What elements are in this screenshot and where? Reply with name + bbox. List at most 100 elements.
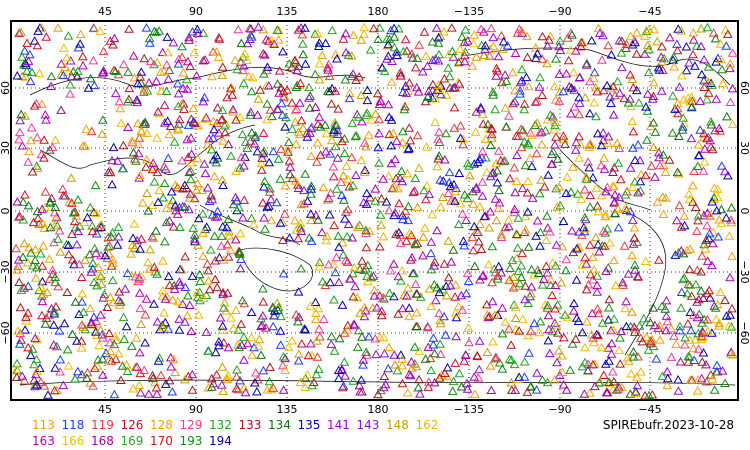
- observation-marker: [199, 159, 210, 168]
- observation-marker: [458, 134, 469, 143]
- observation-marker: [607, 366, 618, 376]
- observation-marker: [403, 283, 413, 292]
- observation-marker: [588, 359, 598, 369]
- observation-marker: [384, 129, 395, 139]
- observation-marker: [170, 180, 181, 189]
- observation-marker: [676, 303, 686, 312]
- observation-marker: [186, 149, 197, 158]
- observation-marker: [621, 296, 631, 306]
- observation-marker: [688, 310, 699, 319]
- observation-marker: [167, 386, 178, 396]
- observation-marker: [510, 85, 520, 95]
- observation-marker: [105, 36, 116, 45]
- observation-marker: [629, 323, 640, 333]
- observation-marker: [483, 259, 494, 269]
- observation-marker: [385, 265, 396, 275]
- observation-marker: [203, 382, 214, 392]
- observation-marker: [603, 315, 614, 324]
- observation-marker: [584, 162, 595, 172]
- observation-marker: [445, 280, 456, 290]
- observation-points: [11, 22, 738, 400]
- observation-marker: [189, 47, 200, 57]
- observation-marker: [156, 370, 166, 379]
- observation-marker: [121, 321, 132, 331]
- observation-marker: [325, 277, 336, 287]
- observation-marker: [411, 361, 422, 371]
- observation-marker: [698, 347, 709, 357]
- observation-marker: [61, 239, 72, 249]
- observation-marker: [321, 146, 331, 156]
- observation-marker: [500, 317, 511, 326]
- observation-marker: [218, 386, 229, 395]
- observation-marker: [369, 285, 380, 295]
- observation-marker: [679, 211, 690, 220]
- observation-marker: [720, 295, 730, 305]
- observation-marker: [373, 389, 383, 399]
- observation-marker: [458, 236, 469, 245]
- observation-marker: [409, 186, 420, 195]
- observation-marker: [714, 214, 725, 224]
- observation-marker: [435, 202, 446, 211]
- observation-marker: [231, 383, 242, 393]
- observation-marker: [329, 346, 340, 355]
- observation-marker: [632, 27, 642, 37]
- observation-marker: [636, 169, 647, 179]
- observation-marker: [464, 337, 474, 347]
- observation-marker: [91, 208, 102, 218]
- observation-marker: [130, 271, 141, 281]
- observation-marker: [386, 115, 397, 124]
- observation-marker: [212, 282, 222, 292]
- observation-marker: [32, 380, 42, 389]
- observation-marker: [159, 118, 170, 127]
- observation-marker: [682, 245, 692, 254]
- observation-marker: [685, 280, 695, 289]
- observation-marker: [360, 165, 370, 174]
- observation-marker: [585, 108, 595, 118]
- observation-marker: [46, 81, 56, 90]
- observation-marker: [609, 376, 619, 386]
- observation-marker: [75, 29, 86, 39]
- observation-marker: [629, 322, 640, 331]
- observation-marker: [159, 307, 169, 317]
- coastline-antarctica: [19, 379, 736, 386]
- observation-marker: [523, 138, 534, 147]
- observation-marker: [579, 389, 590, 398]
- observation-marker: [20, 189, 30, 199]
- observation-marker: [359, 29, 369, 38]
- top-longitude-label: −135: [454, 5, 484, 18]
- observation-marker: [32, 334, 43, 344]
- observation-marker: [530, 97, 541, 106]
- observation-marker: [433, 153, 444, 163]
- observation-marker: [140, 337, 150, 347]
- observation-marker: [66, 71, 77, 81]
- observation-marker: [235, 112, 246, 121]
- observation-marker: [511, 302, 521, 312]
- observation-marker: [644, 390, 654, 400]
- observation-marker: [496, 229, 507, 239]
- observation-marker: [161, 86, 172, 95]
- observation-marker: [725, 63, 735, 73]
- observation-marker: [714, 318, 725, 328]
- observation-marker: [586, 35, 597, 45]
- observation-marker: [551, 240, 562, 249]
- observation-marker: [727, 48, 738, 57]
- observation-marker: [15, 302, 26, 312]
- observation-marker: [498, 156, 509, 166]
- observation-marker: [86, 319, 97, 328]
- observation-marker: [139, 53, 150, 63]
- observation-marker: [679, 118, 689, 128]
- observation-marker: [228, 106, 239, 116]
- legend-entry: 162: [415, 418, 439, 432]
- observation-marker: [33, 213, 43, 223]
- legend-entry: 129: [179, 418, 203, 432]
- observation-marker: [202, 259, 213, 268]
- observation-marker: [477, 109, 488, 119]
- observation-marker: [356, 375, 367, 384]
- observation-marker: [678, 274, 688, 284]
- observation-marker: [246, 332, 257, 342]
- observation-marker: [568, 306, 579, 315]
- observation-marker: [124, 83, 135, 93]
- observation-marker: [135, 244, 145, 253]
- observation-marker: [15, 328, 26, 338]
- observation-marker: [711, 205, 722, 215]
